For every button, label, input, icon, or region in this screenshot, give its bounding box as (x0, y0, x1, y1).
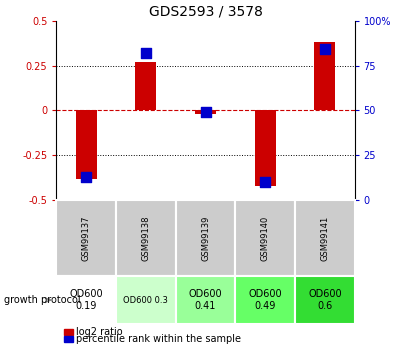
Bar (116, 276, 176, 324)
Text: percentile rank within the sample: percentile rank within the sample (76, 334, 241, 344)
Bar (76, 110, 97, 179)
Bar (176, 200, 235, 276)
Point (202, 109, 209, 115)
Bar (295, 200, 355, 276)
Text: log2 ratio: log2 ratio (76, 327, 123, 337)
Text: growth protocol: growth protocol (4, 295, 81, 305)
Point (262, 179, 268, 185)
Bar (255, 110, 276, 186)
Bar (176, 276, 235, 324)
Text: GSM99140: GSM99140 (261, 215, 270, 261)
Text: OD600
0.49: OD600 0.49 (248, 289, 282, 311)
Bar (295, 276, 355, 324)
Point (143, 50, 149, 56)
Text: GSM99138: GSM99138 (141, 215, 150, 261)
Bar (56, 276, 116, 324)
Text: OD600
0.6: OD600 0.6 (308, 289, 342, 311)
Bar (195, 110, 216, 114)
Bar (314, 42, 335, 110)
Bar (56, 200, 116, 276)
Point (83, 174, 89, 179)
Text: OD600
0.41: OD600 0.41 (189, 289, 222, 311)
Title: GDS2593 / 3578: GDS2593 / 3578 (149, 4, 262, 18)
Text: GSM99139: GSM99139 (201, 215, 210, 261)
Point (322, 47, 328, 52)
Text: OD600 0.3: OD600 0.3 (123, 296, 168, 305)
Bar (235, 276, 295, 324)
Text: GSM99137: GSM99137 (82, 215, 91, 261)
Text: GSM99141: GSM99141 (320, 215, 329, 261)
Bar (135, 62, 156, 110)
Text: OD600
0.19: OD600 0.19 (69, 289, 103, 311)
Bar (235, 200, 295, 276)
Bar (116, 200, 176, 276)
